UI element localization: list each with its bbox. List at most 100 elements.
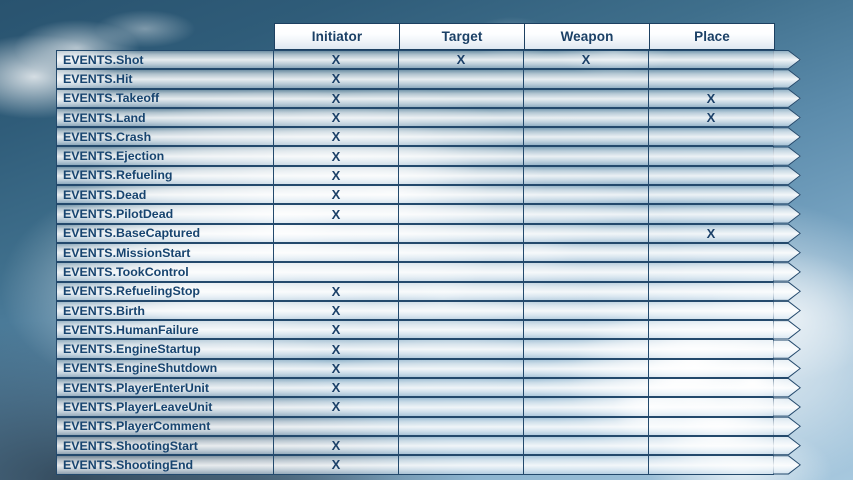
cell-initiator[interactable] <box>273 223 399 243</box>
cell-weapon[interactable] <box>523 455 649 475</box>
cell-initiator[interactable]: X <box>273 165 399 186</box>
cell-target[interactable] <box>398 339 524 359</box>
cell-initiator[interactable]: X <box>273 281 399 301</box>
cell-place[interactable] <box>648 242 774 263</box>
cell-target[interactable] <box>398 262 524 282</box>
table-row[interactable]: EVENTS.RefuelingStop X <box>56 281 801 301</box>
table-row[interactable]: EVENTS.Birth X <box>56 300 801 321</box>
cell-initiator[interactable] <box>273 416 399 436</box>
table-row[interactable]: EVENTS.PlayerLeaveUnit X <box>56 397 801 417</box>
cell-initiator[interactable]: X <box>273 397 399 417</box>
table-row[interactable]: EVENTS.ShootingStart X <box>56 435 801 456</box>
cell-weapon[interactable] <box>523 358 649 379</box>
cell-target[interactable] <box>398 358 524 379</box>
table-row[interactable]: EVENTS.ShootingEnd X <box>56 455 801 475</box>
cell-target[interactable] <box>398 107 524 128</box>
cell-weapon[interactable] <box>523 242 649 263</box>
cell-place[interactable] <box>648 204 774 224</box>
cell-place[interactable] <box>648 397 774 417</box>
cell-place[interactable] <box>648 416 774 436</box>
cell-initiator[interactable]: X <box>273 455 399 475</box>
cell-weapon[interactable] <box>523 127 649 147</box>
table-row[interactable]: EVENTS.TookControl <box>56 262 801 282</box>
cell-target[interactable] <box>398 69 524 89</box>
cell-place[interactable] <box>648 435 774 456</box>
cell-weapon[interactable] <box>523 281 649 301</box>
cell-target[interactable] <box>398 416 524 436</box>
cell-place[interactable] <box>648 455 774 475</box>
table-row[interactable]: EVENTS.PlayerEnterUnit X <box>56 378 801 398</box>
cell-weapon[interactable] <box>523 339 649 359</box>
cell-initiator[interactable]: X <box>273 204 399 224</box>
cell-weapon[interactable] <box>523 165 649 186</box>
table-row[interactable]: EVENTS.Dead X <box>56 185 801 205</box>
cell-weapon[interactable] <box>523 223 649 243</box>
table-row[interactable]: EVENTS.PlayerComment <box>56 416 801 436</box>
cell-place[interactable] <box>648 281 774 301</box>
cell-target[interactable] <box>398 320 524 340</box>
cell-place[interactable] <box>648 146 774 166</box>
cell-target[interactable] <box>398 146 524 166</box>
cell-target[interactable] <box>398 165 524 186</box>
cell-target[interactable] <box>398 455 524 475</box>
cell-target[interactable] <box>398 185 524 205</box>
cell-weapon[interactable] <box>523 69 649 89</box>
cell-initiator[interactable]: X <box>273 300 399 321</box>
table-row[interactable]: EVENTS.Land X X <box>56 107 801 128</box>
cell-place[interactable]: X <box>648 223 774 243</box>
cell-target[interactable] <box>398 127 524 147</box>
cell-place[interactable] <box>648 378 774 398</box>
cell-weapon[interactable] <box>523 262 649 282</box>
cell-place[interactable] <box>648 358 774 379</box>
table-row[interactable]: EVENTS.BaseCaptured X <box>56 223 801 243</box>
cell-weapon[interactable] <box>523 185 649 205</box>
cell-initiator[interactable]: X <box>273 69 399 89</box>
cell-weapon[interactable] <box>523 416 649 436</box>
cell-place[interactable] <box>648 300 774 321</box>
cell-weapon[interactable] <box>523 146 649 166</box>
table-row[interactable]: EVENTS.EngineShutdown X <box>56 358 801 379</box>
table-row[interactable]: EVENTS.Takeoff X X <box>56 88 801 108</box>
cell-target[interactable] <box>398 88 524 108</box>
cell-initiator[interactable]: X <box>273 358 399 379</box>
cell-place[interactable] <box>648 262 774 282</box>
cell-weapon[interactable] <box>523 435 649 456</box>
cell-weapon[interactable] <box>523 378 649 398</box>
cell-target[interactable] <box>398 223 524 243</box>
table-row[interactable]: EVENTS.Refueling X <box>56 165 801 186</box>
cell-weapon[interactable] <box>523 300 649 321</box>
cell-initiator[interactable]: X <box>273 339 399 359</box>
cell-place[interactable]: X <box>648 107 774 128</box>
cell-target[interactable] <box>398 281 524 301</box>
cell-place[interactable] <box>648 165 774 186</box>
cell-initiator[interactable]: X <box>273 50 399 70</box>
cell-place[interactable] <box>648 320 774 340</box>
cell-target[interactable] <box>398 397 524 417</box>
cell-weapon[interactable] <box>523 320 649 340</box>
cell-weapon[interactable]: X <box>523 50 649 70</box>
cell-place[interactable] <box>648 185 774 205</box>
cell-place[interactable] <box>648 69 774 89</box>
cell-place[interactable] <box>648 339 774 359</box>
cell-weapon[interactable] <box>523 397 649 417</box>
table-row[interactable]: EVENTS.Hit X <box>56 69 801 89</box>
cell-target[interactable]: X <box>398 50 524 70</box>
cell-target[interactable] <box>398 242 524 263</box>
column-header-place[interactable]: Place <box>649 23 775 50</box>
cell-target[interactable] <box>398 204 524 224</box>
cell-initiator[interactable]: X <box>273 320 399 340</box>
cell-target[interactable] <box>398 378 524 398</box>
cell-initiator[interactable]: X <box>273 378 399 398</box>
cell-place[interactable] <box>648 127 774 147</box>
column-header-weapon[interactable]: Weapon <box>524 23 650 50</box>
column-header-initiator[interactable]: Initiator <box>274 23 400 50</box>
cell-target[interactable] <box>398 435 524 456</box>
cell-initiator[interactable]: X <box>273 107 399 128</box>
cell-initiator[interactable]: X <box>273 185 399 205</box>
cell-weapon[interactable] <box>523 204 649 224</box>
table-row[interactable]: EVENTS.MissionStart <box>56 242 801 263</box>
cell-initiator[interactable] <box>273 262 399 282</box>
cell-place[interactable] <box>648 50 774 70</box>
cell-initiator[interactable]: X <box>273 88 399 108</box>
cell-weapon[interactable] <box>523 107 649 128</box>
